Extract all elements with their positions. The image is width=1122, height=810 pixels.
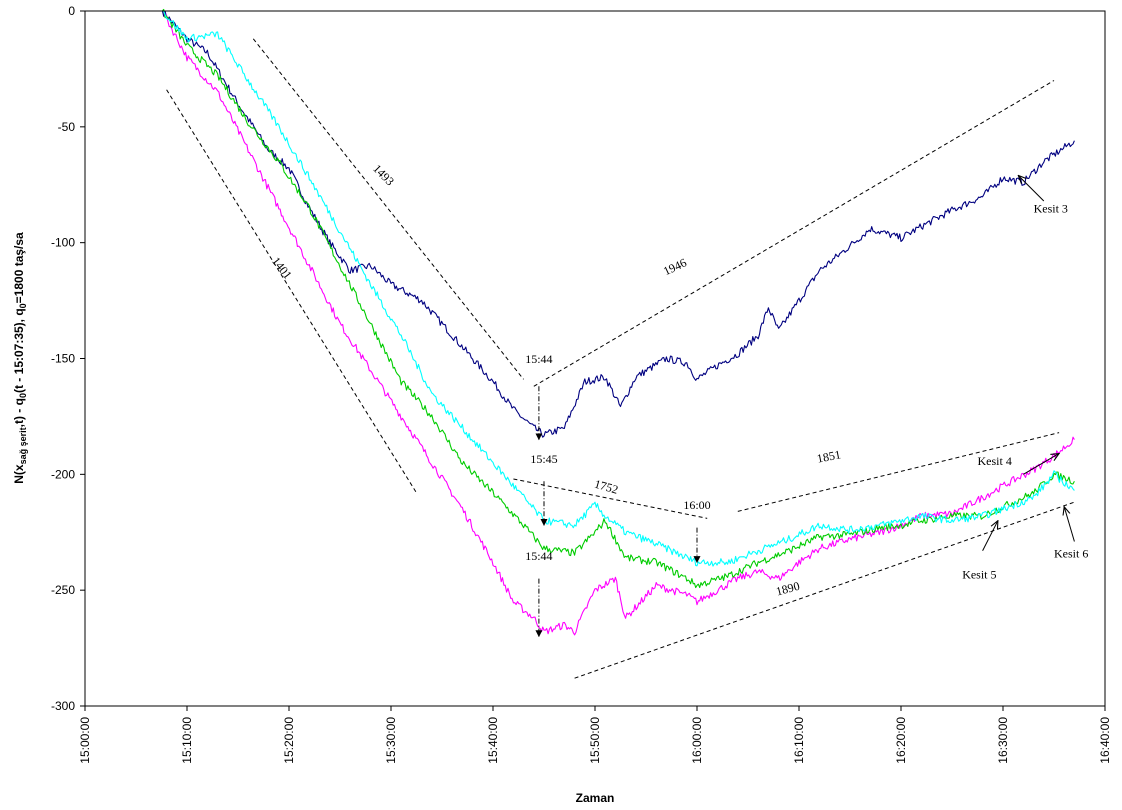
y-axis-title-part: (t - 15:07:35), q bbox=[12, 308, 26, 393]
trend-line bbox=[513, 478, 708, 519]
time-marker-label: 15:44 bbox=[525, 352, 552, 366]
x-tick-label: 15:30:00 bbox=[384, 717, 398, 764]
callout-label: Kesit 6 bbox=[1054, 547, 1088, 561]
trend-label: 1752 bbox=[593, 477, 620, 497]
callout-label: Kesit 5 bbox=[962, 568, 996, 582]
y-tick-label: -50 bbox=[58, 120, 76, 134]
x-tick-label: 16:10:00 bbox=[792, 717, 806, 764]
series-line-3 bbox=[161, 8, 1075, 589]
series-line-4 bbox=[162, 10, 1075, 567]
trend-line bbox=[166, 89, 417, 494]
trend-line bbox=[574, 501, 1075, 679]
time-marker-label: 15:44 bbox=[525, 549, 552, 563]
callout-label: Kesit 4 bbox=[978, 454, 1012, 468]
y-tick-label: -200 bbox=[51, 467, 75, 481]
x-tick-label: 15:10:00 bbox=[180, 717, 194, 764]
x-tick-label: 16:20:00 bbox=[894, 717, 908, 764]
x-tick-label: 16:40:00 bbox=[1098, 717, 1112, 764]
plot-frame bbox=[84, 10, 1106, 707]
y-tick-label: -250 bbox=[51, 583, 75, 597]
trend-line bbox=[737, 432, 1060, 512]
y-axis-title-part: =1800 taş/sa bbox=[12, 232, 26, 303]
y-axis-title-sub: 0 bbox=[18, 303, 28, 308]
trend-label: 1946 bbox=[661, 255, 689, 278]
trend-line bbox=[533, 80, 1055, 387]
trend-label: 1401 bbox=[269, 254, 295, 282]
trend-label: 1851 bbox=[816, 447, 842, 465]
trend-layer: 1493 1401 1946 1752 1851 1890 bbox=[166, 38, 1075, 679]
callout-arrow bbox=[1018, 175, 1045, 202]
trend-label: 1890 bbox=[774, 579, 801, 599]
y-tick-label: -300 bbox=[51, 699, 75, 713]
y-tick-label: 0 bbox=[68, 4, 75, 18]
y-axis-title-sub: 0 bbox=[18, 393, 28, 398]
x-axis-title: Zaman bbox=[576, 791, 615, 805]
series-line-1 bbox=[161, 10, 1075, 438]
callout-label: Kesit 3 bbox=[1034, 202, 1068, 216]
x-tick-label: 15:20:00 bbox=[282, 717, 296, 764]
time-marker-label: 16:00 bbox=[683, 498, 710, 512]
trend-line bbox=[252, 38, 524, 380]
y-axis-title-part: N(x bbox=[12, 464, 26, 484]
callout-layer: Kesit 3 Kesit 4 Kesit 5 Kesit 6 bbox=[962, 175, 1088, 582]
time-marker-label: 15:45 bbox=[530, 452, 557, 466]
callout-arrow bbox=[1023, 453, 1059, 475]
trend-label: 1493 bbox=[370, 162, 397, 189]
y-axis-title: N(xsağ şerit,t) - q0(t - 15:07:35), q0=1… bbox=[12, 232, 28, 484]
callout-arrow bbox=[1064, 507, 1075, 542]
y-tick-label: -100 bbox=[51, 236, 75, 250]
x-tick-label: 15:40:00 bbox=[486, 717, 500, 764]
x-tick-label: 16:00:00 bbox=[690, 717, 704, 764]
y-tick-label: -150 bbox=[51, 352, 75, 366]
y-axis-title-sub: sağ şerit bbox=[18, 427, 28, 464]
y-axis-title-part: ,t) - q bbox=[12, 398, 26, 427]
series-layer bbox=[161, 8, 1075, 636]
callout-arrow bbox=[982, 521, 998, 552]
series-line-2 bbox=[162, 10, 1075, 636]
x-tick-label: 16:30:00 bbox=[996, 717, 1010, 764]
marker-layer: 15:44 15:45 16:00 15:44 bbox=[525, 352, 711, 638]
x-tick-label: 15:00:00 bbox=[78, 717, 92, 764]
x-tick-label: 15:50:00 bbox=[588, 717, 602, 764]
